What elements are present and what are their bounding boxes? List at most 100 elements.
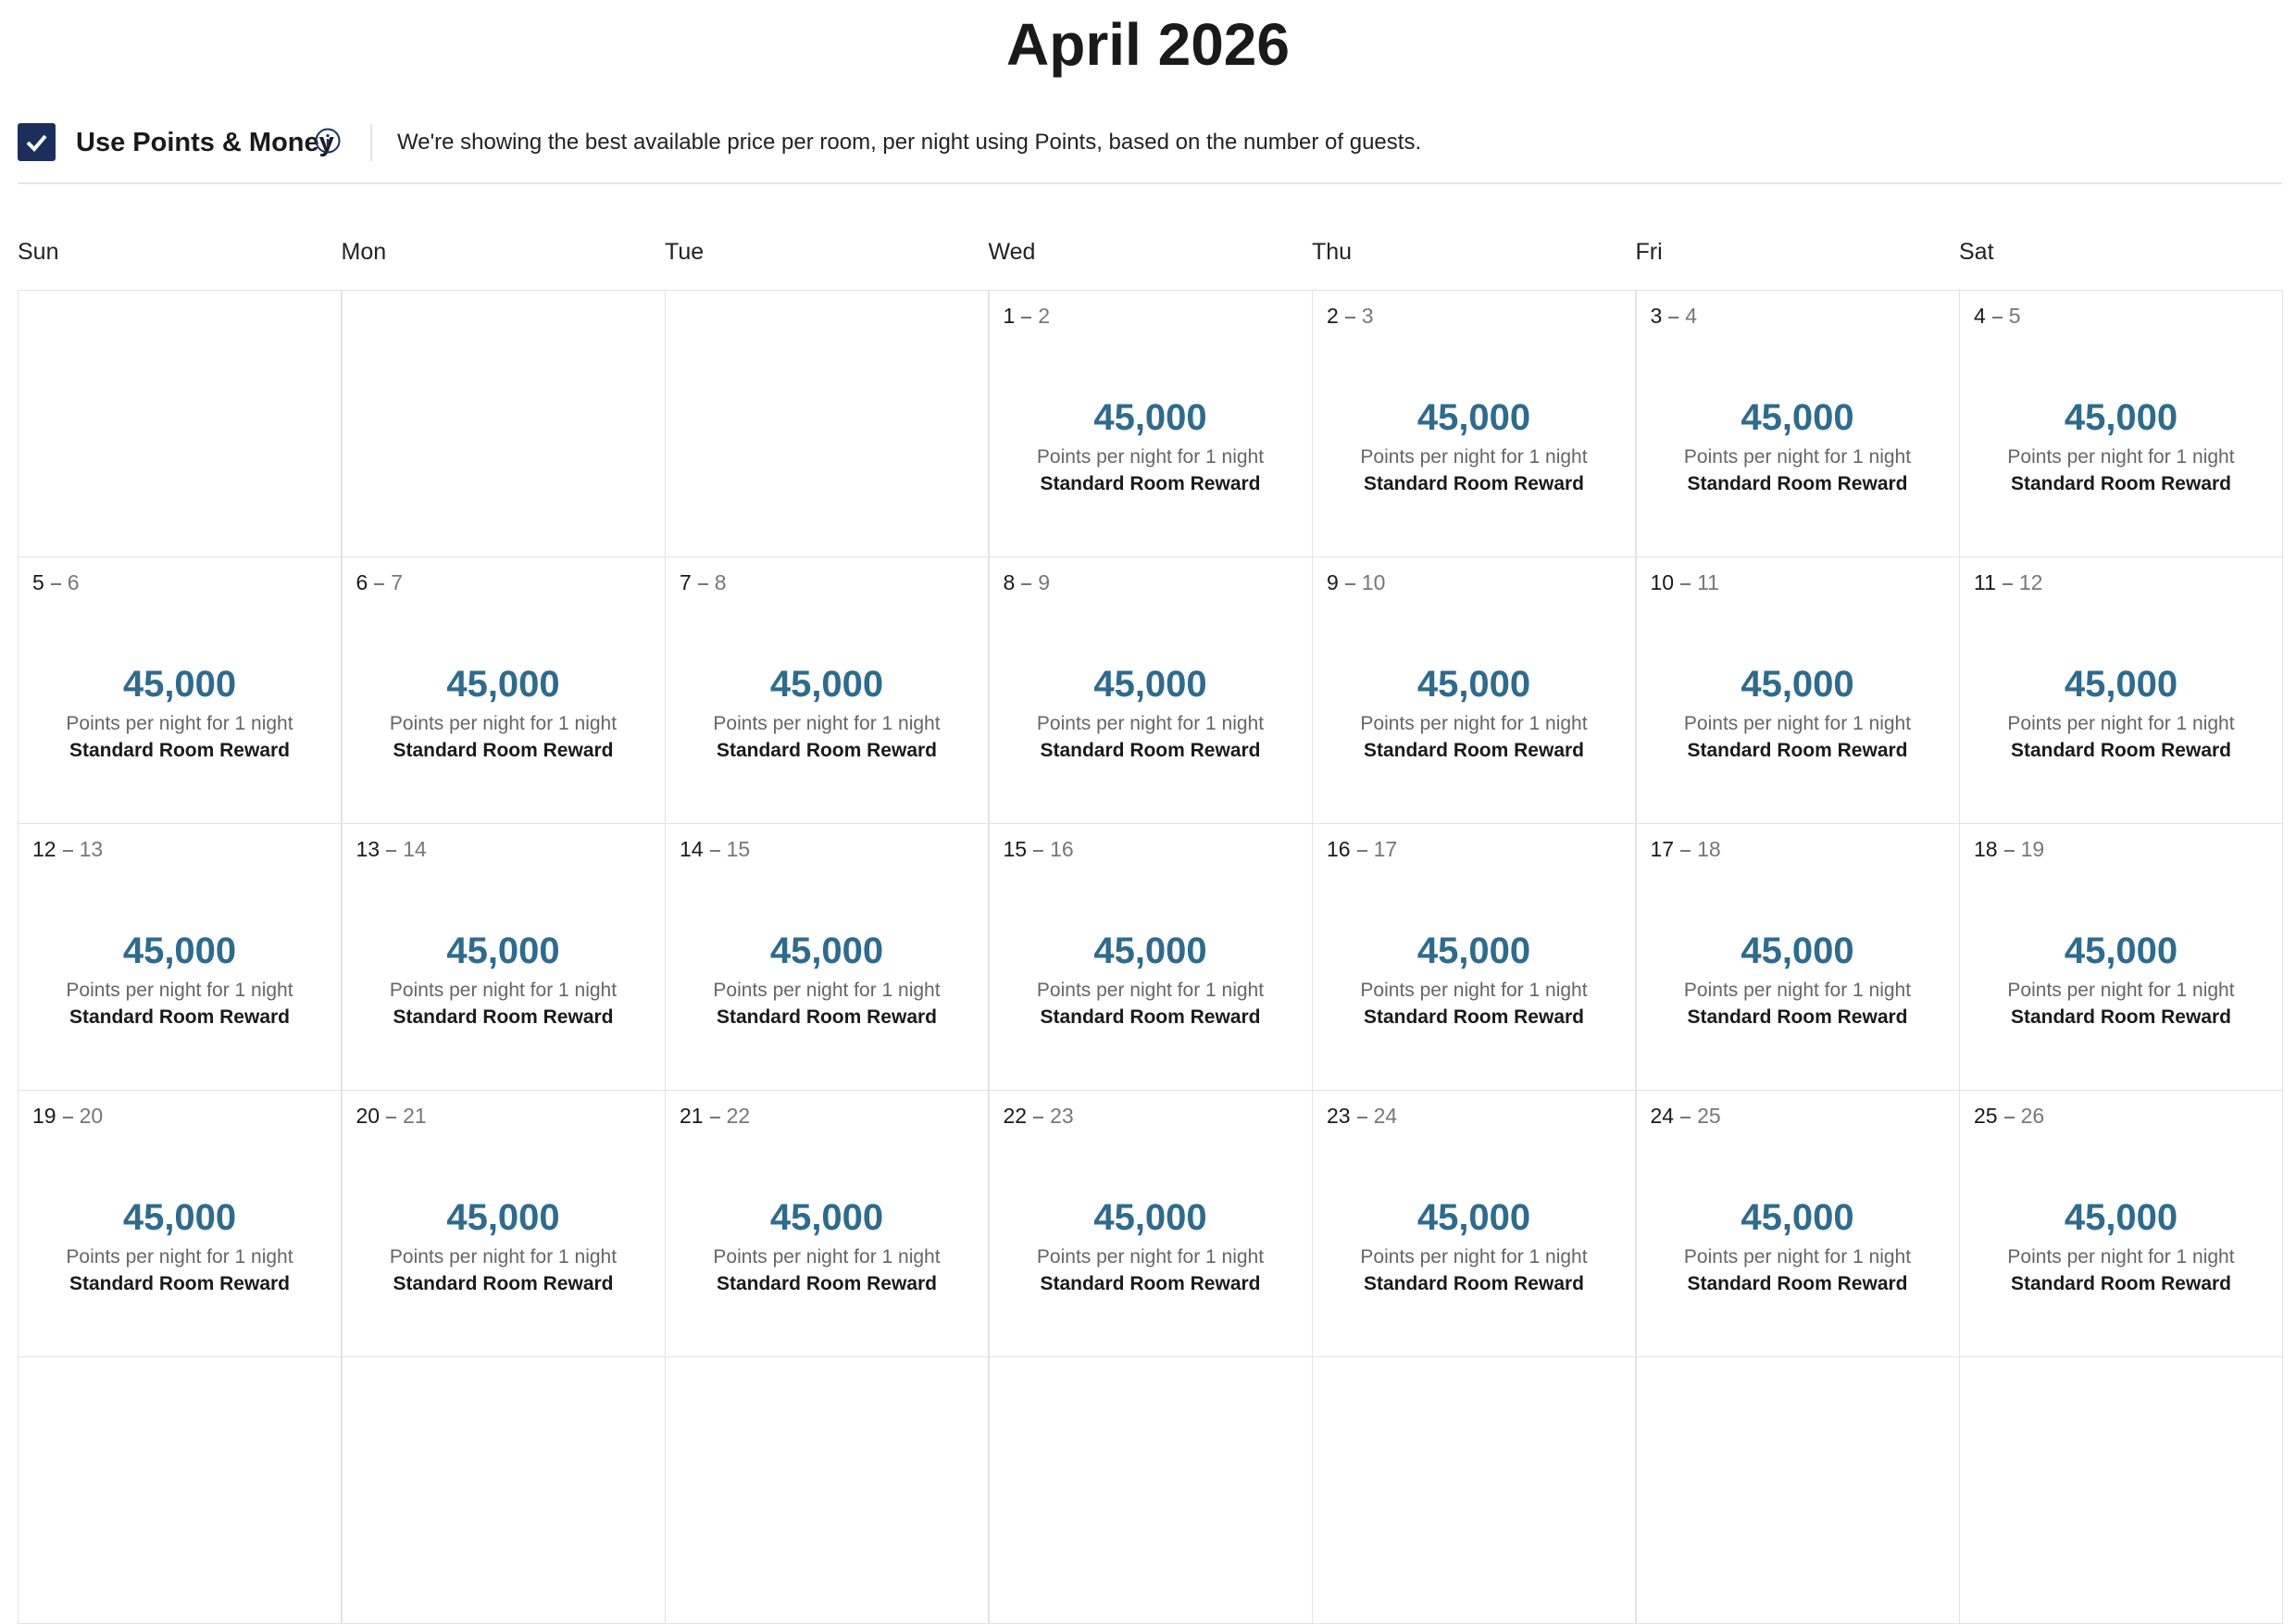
points-checkbox[interactable] — [18, 123, 56, 161]
check-in: 15 — [1003, 837, 1028, 861]
check-in: 24 — [1650, 1104, 1675, 1128]
check-in: 16 — [1327, 837, 1351, 861]
day-cell[interactable]: 15 16 45,000 Points per night for 1 night St… — [988, 823, 1313, 1091]
dash — [1344, 316, 1355, 319]
weekday: Sun — [18, 239, 59, 265]
day-cell[interactable]: 6 7 45,000 Points per night for 1 night Stan… — [341, 556, 666, 824]
price-unit: Points per night for 1 night — [389, 713, 618, 734]
price: 45,000 — [122, 664, 237, 705]
rate-name: Standard Room Reward — [1363, 473, 1585, 494]
day-cell[interactable]: 22 23 45,000 Points per night for 1 night St… — [988, 1090, 1313, 1357]
rate-name: Standard Room Reward — [393, 740, 614, 761]
dash — [1344, 582, 1355, 585]
rate-name: Standard Room Reward — [1687, 1273, 1908, 1294]
rate-name: Standard Room Reward — [1687, 740, 1908, 761]
price: 45,000 — [1416, 664, 1531, 705]
page: April 2026 Use Points & Money We're show… — [18, 11, 2283, 1624]
day-cell[interactable]: 16 17 45,000 Points per night for 1 night St… — [1312, 823, 1636, 1091]
price-unit: Points per night for 1 night — [2007, 713, 2235, 734]
day-cell[interactable]: 10 11 45,000 Points per night for 1 night St… — [1635, 556, 1960, 824]
price-unit: Points per night for 1 night — [1683, 446, 1912, 468]
day-cell[interactable]: 24 25 45,000 Points per night for 1 night St… — [1635, 1090, 1960, 1357]
check-in: 17 — [1650, 837, 1675, 861]
day-cell — [665, 290, 989, 557]
price-unit: Points per night for 1 night — [1360, 1246, 1588, 1268]
price: 45,000 — [1741, 931, 1854, 971]
price-unit: Points per night for 1 night — [713, 1246, 941, 1268]
dash — [1033, 1116, 1044, 1118]
day-cell[interactable]: 7 8 45,000 Points per night for 1 night Stan… — [665, 556, 989, 824]
day-cell[interactable]: 11 12 45,000 Points per night for 1 night St… — [1959, 556, 2283, 824]
check-out: 26 — [2020, 1104, 2045, 1128]
info-icon[interactable] — [315, 128, 341, 154]
weekday: Mon — [341, 239, 387, 265]
price: 45,000 — [2064, 1197, 2178, 1238]
day-cell[interactable]: 23 24 45,000 Points per night for 1 night St… — [1312, 1090, 1636, 1357]
price-unit: Points per night for 1 night — [66, 713, 293, 734]
day-cell — [18, 1356, 342, 1624]
price-unit: Points per night for 1 night — [1683, 980, 1912, 1001]
price-unit: Points per night for 1 night — [1036, 980, 1265, 1001]
rate-name: Standard Room Reward — [69, 1006, 291, 1028]
check-in: 25 — [1974, 1104, 1998, 1128]
rate-name: Standard Room Reward — [2010, 1006, 2232, 1028]
price: 45,000 — [769, 931, 884, 971]
day-cell[interactable]: 12 13 45,000 Points per night for 1 night St… — [18, 823, 342, 1091]
day-cell[interactable]: 13 14 45,000 Points per night for 1 night St… — [341, 823, 666, 1091]
day-cell — [1959, 1356, 2283, 1624]
date-range: 22 23 — [1004, 1102, 1074, 1130]
price-unit: Points per night for 1 night — [66, 980, 293, 1001]
day-cell[interactable]: 25 26 45,000 Points per night for 1 night St… — [1959, 1090, 2283, 1357]
check-out: 12 — [2018, 570, 2043, 594]
check-out: 14 — [403, 837, 427, 861]
price-unit: Points per night for 1 night — [713, 980, 941, 1001]
price: 45,000 — [2064, 397, 2178, 438]
price-unit: Points per night for 1 night — [1360, 446, 1588, 468]
day-cell[interactable]: 8 9 45,000 Points per night for 1 night Stan… — [988, 556, 1313, 824]
check-in: 8 — [1003, 570, 1016, 594]
price-unit: Points per night for 1 night — [2007, 446, 2235, 468]
dash — [1680, 849, 1691, 852]
rate-name: Standard Room Reward — [1687, 473, 1908, 494]
price: 45,000 — [1741, 1197, 1854, 1238]
day-cell[interactable]: 4 5 45,000 Points per night for 1 night Stan… — [1959, 290, 2283, 557]
rate-name: Standard Room Reward — [1687, 1006, 1908, 1028]
day-cell[interactable]: 1 2 45,000 Points per night for 1 night Stan… — [988, 290, 1313, 557]
day-cell[interactable]: 17 18 45,000 Points per night for 1 night St… — [1635, 823, 1960, 1091]
rate-name: Standard Room Reward — [69, 740, 291, 761]
date-range: 16 17 — [1327, 835, 1397, 863]
check-out: 5 — [2008, 304, 2021, 328]
check-in: 13 — [356, 837, 381, 861]
date-range: 19 20 — [32, 1102, 103, 1130]
day-cell[interactable]: 5 6 45,000 Points per night for 1 night Stan… — [18, 556, 342, 824]
day-cell[interactable]: 21 22 45,000 Points per night for 1 night St… — [665, 1090, 989, 1357]
check-out: 16 — [1050, 837, 1074, 861]
day-cell[interactable]: 18 19 45,000 Points per night for 1 night St… — [1959, 823, 2283, 1091]
dash — [386, 1116, 397, 1118]
date-range: 11 12 — [1974, 568, 2042, 596]
date-range: 21 22 — [680, 1102, 750, 1130]
rate-name: Standard Room Reward — [716, 1006, 938, 1028]
day-cell[interactable]: 2 3 45,000 Points per night for 1 night Stan… — [1312, 290, 1636, 557]
price: 45,000 — [769, 664, 884, 705]
check-out: 4 — [1685, 304, 1698, 328]
rate-name: Standard Room Reward — [2010, 1273, 2232, 1294]
rate-name: Standard Room Reward — [69, 1273, 291, 1294]
price: 45,000 — [1741, 664, 1854, 705]
day-cell[interactable]: 14 15 45,000 Points per night for 1 night St… — [665, 823, 989, 1091]
check-out: 8 — [714, 570, 727, 594]
check-out: 22 — [726, 1104, 751, 1128]
day-cell[interactable]: 3 4 45,000 Points per night for 1 night Stan… — [1635, 290, 1960, 557]
price-unit: Points per night for 1 night — [713, 713, 941, 734]
day-cell[interactable]: 9 10 45,000 Points per night for 1 night Sta… — [1312, 556, 1636, 824]
checkbox-label[interactable]: Use Points & Money — [76, 128, 334, 157]
day-cell[interactable]: 20 21 45,000 Points per night for 1 night St… — [341, 1090, 666, 1357]
price: 45,000 — [1093, 1197, 1207, 1238]
day-cell[interactable]: 19 20 45,000 Points per night for 1 night St… — [18, 1090, 342, 1357]
rate-name: Standard Room Reward — [2010, 473, 2232, 494]
weekday: Thu — [1312, 239, 1353, 265]
dash — [1356, 849, 1367, 852]
dash — [697, 582, 708, 585]
